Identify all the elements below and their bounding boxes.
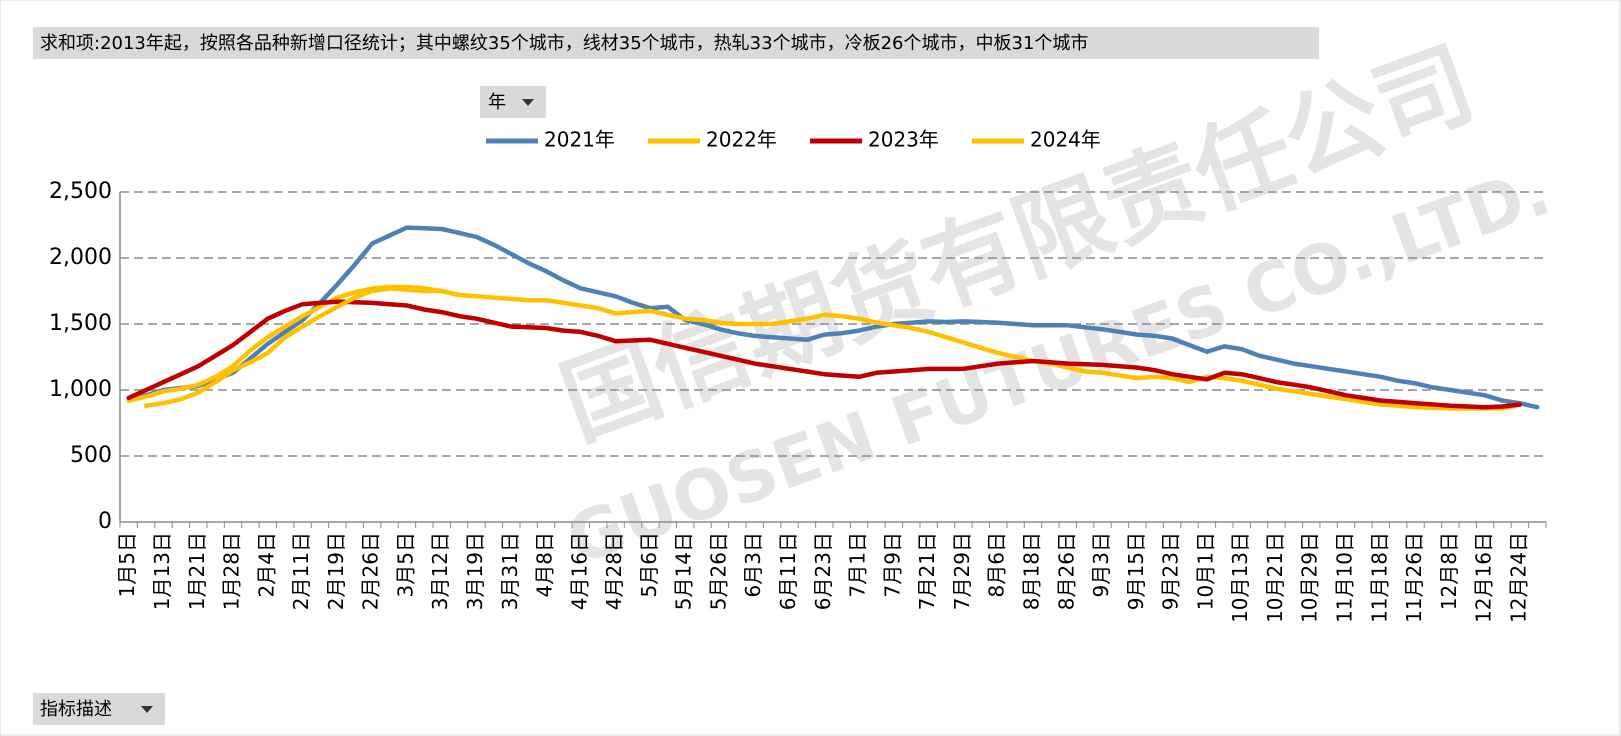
y-tick-label: 2,000 <box>49 245 112 270</box>
series-line <box>143 286 444 409</box>
x-tick-label: 7月9日 <box>880 532 904 597</box>
legend-label: 2021年 <box>544 128 615 152</box>
x-tick-label: 10月21日 <box>1263 532 1287 623</box>
button-bg <box>33 693 165 725</box>
x-tick-label: 3月31日 <box>498 532 522 610</box>
filter-note: 求和项:2013年起，按照各品种新增口径统计；其中螺纹35个城市，线材35个城市… <box>40 33 1088 54</box>
year-filter-button[interactable]: 年 <box>480 86 546 118</box>
x-tick-label: 7月1日 <box>846 532 870 597</box>
y-tick-label: 1,500 <box>49 311 112 336</box>
x-tick-label: 11月26日 <box>1402 532 1426 623</box>
x-tick-label: 2月26日 <box>359 532 383 610</box>
x-tick-label: 4月16日 <box>567 532 591 610</box>
button-bg <box>480 86 546 118</box>
x-tick-label: 8月26日 <box>1054 532 1078 610</box>
x-tick-label: 10月29日 <box>1298 532 1322 623</box>
series-line <box>126 225 1540 410</box>
x-tick-label: 3月5日 <box>393 532 417 597</box>
x-tick-label: 2月19日 <box>324 532 348 610</box>
x-tick-label: 9月23日 <box>1159 532 1183 610</box>
x-tick-label: 6月23日 <box>811 532 835 610</box>
x-tick-label: 1月28日 <box>220 532 244 610</box>
y-tick-label: 2,500 <box>49 179 112 204</box>
x-tick-label: 3月19日 <box>463 532 487 610</box>
x-tick-label: 8月18日 <box>1019 532 1043 610</box>
y-tick-label: 0 <box>98 509 112 534</box>
y-tick-label: 500 <box>70 443 112 468</box>
x-tick-label: 5月26日 <box>706 532 730 610</box>
note-box <box>33 27 1319 59</box>
x-tick-label: 9月3日 <box>1089 532 1113 597</box>
x-tick-label: 5月6日 <box>637 532 661 597</box>
series-line <box>126 299 1523 410</box>
x-tick-label: 12月8日 <box>1437 532 1461 610</box>
legend-label: 2024年 <box>1030 128 1101 152</box>
x-tick-label: 6月11日 <box>776 532 800 610</box>
dropdown-arrow <box>522 99 534 106</box>
x-tick-label: 9月15日 <box>1124 532 1148 610</box>
x-tick-label: 7月21日 <box>915 532 939 610</box>
indicator-filter-button[interactable]: 指标描述 <box>33 693 165 725</box>
x-tick-label: 3月12日 <box>428 532 452 610</box>
x-tick-label: 10月1日 <box>1193 532 1217 610</box>
x-tick-label: 11月10日 <box>1333 532 1357 623</box>
x-tick-label: 2月4日 <box>254 532 278 597</box>
button-label: 年 <box>488 92 506 113</box>
x-tick-label: 10月13日 <box>1228 532 1252 623</box>
x-tick-label: 6月3日 <box>741 532 765 597</box>
dropdown-arrow <box>141 706 153 713</box>
x-tick-label: 1月21日 <box>185 532 209 610</box>
y-tick-label: 1,000 <box>49 377 112 402</box>
x-tick-label: 12月16日 <box>1472 532 1496 623</box>
x-tick-label: 1月5日 <box>115 532 139 597</box>
x-tick-label: 4月28日 <box>602 532 626 610</box>
legend-label: 2023年 <box>868 128 939 152</box>
x-tick-label: 2月11日 <box>289 532 313 610</box>
x-tick-label: 5月14日 <box>672 532 696 610</box>
x-tick-label: 8月6日 <box>985 532 1009 597</box>
x-tick-label: 1月13日 <box>150 532 174 610</box>
x-tick-label: 7月29日 <box>950 532 974 610</box>
legend-label: 2022年 <box>706 128 777 152</box>
x-tick-label: 11月18日 <box>1367 532 1391 623</box>
x-tick-label: 4月8日 <box>533 532 557 597</box>
x-tick-label: 12月24日 <box>1506 532 1530 623</box>
series-line <box>126 284 1523 411</box>
button-label: 指标描述 <box>40 699 112 720</box>
